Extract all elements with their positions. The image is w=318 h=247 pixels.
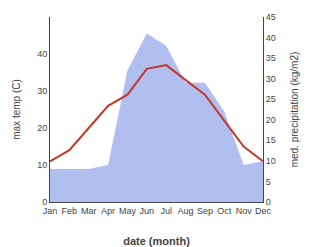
svg-text:max temp (C): max temp (C) [11, 79, 22, 140]
svg-text:Nov: Nov [236, 206, 253, 216]
svg-text:Dec: Dec [255, 206, 272, 216]
svg-text:0: 0 [266, 197, 271, 207]
svg-text:20: 20 [266, 115, 276, 125]
svg-text:date (month): date (month) [123, 235, 190, 247]
svg-text:Jul: Jul [160, 206, 172, 216]
svg-text:30: 30 [37, 86, 47, 96]
svg-text:5: 5 [266, 177, 271, 187]
svg-text:10: 10 [37, 160, 47, 170]
svg-text:Aug: Aug [178, 206, 194, 216]
svg-text:Mar: Mar [81, 206, 97, 216]
svg-text:Jun: Jun [140, 206, 155, 216]
svg-text:40: 40 [37, 49, 47, 59]
svg-text:0: 0 [42, 197, 47, 207]
svg-text:20: 20 [37, 123, 47, 133]
svg-text:Feb: Feb [62, 206, 78, 216]
svg-text:Oct: Oct [217, 206, 232, 216]
svg-text:15: 15 [266, 135, 276, 145]
svg-text:med. precipitation (kg/m2): med. precipitation (kg/m2) [289, 52, 300, 168]
svg-text:Jan: Jan [43, 206, 58, 216]
svg-text:10: 10 [266, 156, 276, 166]
svg-text:May: May [119, 206, 137, 216]
svg-text:35: 35 [266, 53, 276, 63]
svg-text:40: 40 [266, 33, 276, 43]
svg-text:Sep: Sep [197, 206, 213, 216]
svg-text:45: 45 [266, 12, 276, 22]
svg-text:30: 30 [266, 74, 276, 84]
svg-text:Apr: Apr [101, 206, 115, 216]
svg-text:25: 25 [266, 94, 276, 104]
